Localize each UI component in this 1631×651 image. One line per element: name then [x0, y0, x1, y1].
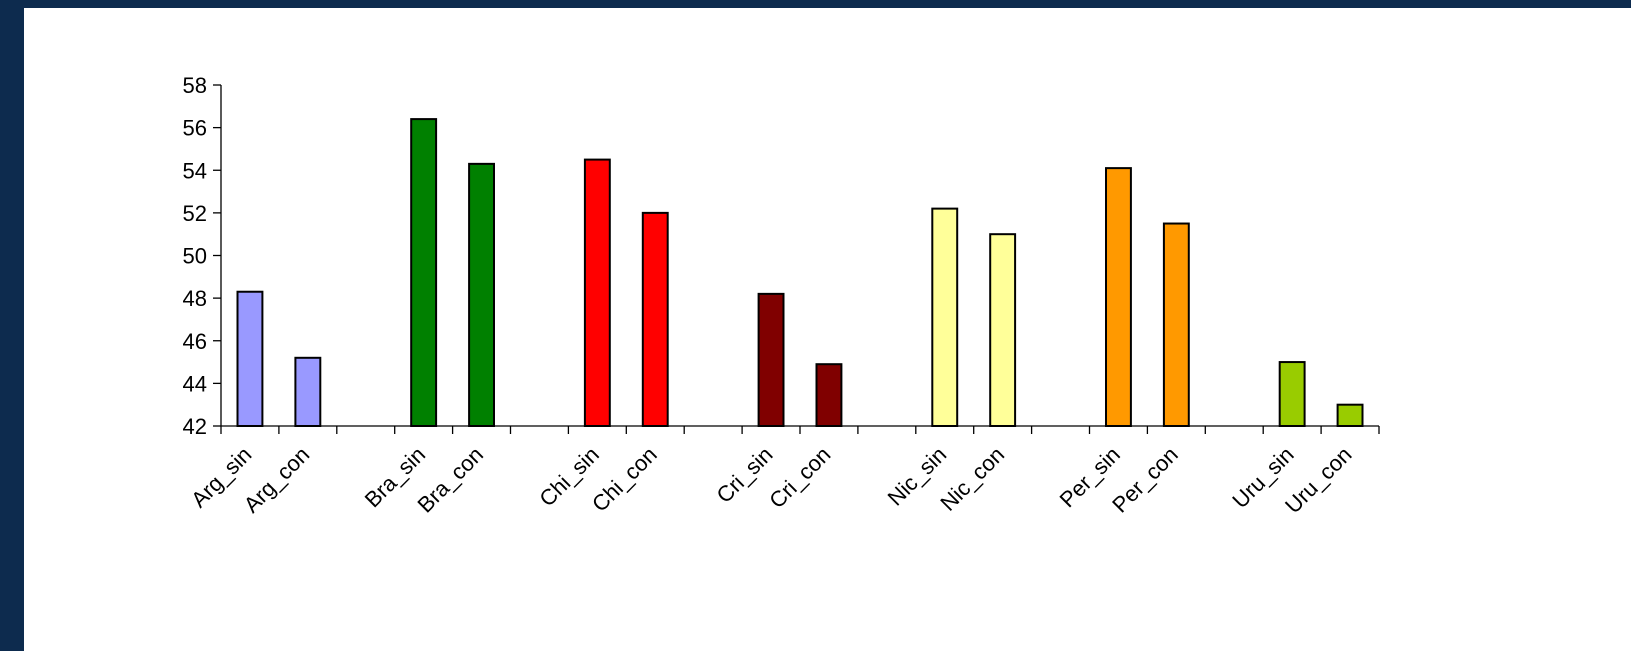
bar-cri-sin: [757, 292, 785, 427]
bar-arg-sin: [236, 290, 264, 428]
bar-per-con: [1162, 222, 1190, 427]
bar-chi-con: [641, 211, 669, 427]
y-tick-label: 42: [183, 414, 207, 439]
chart-bars: [236, 118, 1364, 428]
bar-nic-sin: [931, 207, 959, 427]
y-tick-label: 58: [183, 73, 207, 98]
bar-bra-sin: [410, 118, 438, 427]
x-category-label: Chi_con: [587, 442, 662, 517]
y-tick-label: 46: [183, 329, 207, 354]
y-tick-label: 54: [183, 158, 207, 183]
bar-chi-sin: [583, 158, 611, 427]
bar-nic-con: [989, 233, 1017, 427]
bar-per-sin: [1105, 167, 1132, 427]
bar-arg-con: [294, 356, 322, 427]
bar-uru-con: [1336, 403, 1364, 427]
x-category-label: Cri_con: [764, 442, 835, 513]
x-category-label: Nic_con: [935, 442, 1009, 516]
chart-axes: [213, 84, 1380, 434]
bar-uru-sin: [1278, 361, 1306, 427]
y-tick-label: 50: [183, 244, 207, 269]
bar-cri-con: [815, 363, 843, 428]
chart-frame: 42 44 46 48 50 52 54 56 58 Arg_sin Arg_con Bra_sin B…: [24, 8, 1631, 651]
y-tick-label: 52: [183, 201, 207, 226]
y-tick-label: 56: [183, 116, 207, 141]
y-tick-label: 48: [183, 286, 207, 311]
bar-bra-con: [468, 162, 495, 427]
y-tick-label: 44: [183, 371, 207, 396]
